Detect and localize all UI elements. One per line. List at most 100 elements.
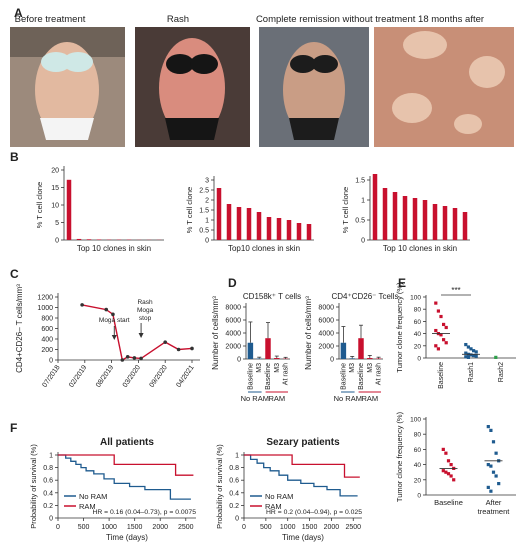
hazard-ratio: HR = 0.16 (0.04–0.73), p = 0.0075 xyxy=(92,509,196,516)
data-point xyxy=(436,309,440,313)
data-point xyxy=(489,489,493,493)
y-tick-label: 0 xyxy=(235,516,239,523)
y-tick-label: 6000 xyxy=(225,318,241,325)
y-axis-label: % T cell clone xyxy=(185,187,194,233)
x-tick-label: 2000 xyxy=(152,524,168,531)
x-tick-label: At rash xyxy=(283,363,290,385)
data-point xyxy=(466,345,470,349)
panel-letter-b: B xyxy=(10,150,19,164)
x-tick-label: 02/2019 xyxy=(68,364,88,389)
bar xyxy=(372,174,378,240)
data-point xyxy=(452,478,456,482)
x-tick-label: 04/2021 xyxy=(175,364,195,389)
arrow-head xyxy=(138,333,144,338)
data-point xyxy=(446,472,451,476)
y-tick-label: 0 xyxy=(417,493,421,500)
y-tick-label: 0 xyxy=(330,357,334,364)
bar xyxy=(340,342,347,359)
group-label: No RAM xyxy=(334,394,362,403)
group-label: No RAM xyxy=(241,394,269,403)
panel-letter-a: A xyxy=(14,6,23,20)
data-point xyxy=(434,328,438,333)
annotation-stop: stop xyxy=(139,315,152,322)
y-tick-label: 0 xyxy=(417,356,421,363)
x-tick-label: 1500 xyxy=(127,524,143,531)
y-tick-label: 400 xyxy=(41,337,53,344)
x-tick-label: Baseline xyxy=(358,363,365,390)
data-point xyxy=(466,355,470,359)
x-tick-label: 2500 xyxy=(178,524,194,531)
y-tick-label: 2.5 xyxy=(199,188,209,195)
data-point xyxy=(446,459,451,463)
bar xyxy=(442,206,448,240)
data-point xyxy=(439,333,443,337)
data-point xyxy=(486,463,490,467)
data-point xyxy=(464,351,468,355)
photo-label-before: Before treatment xyxy=(15,14,86,25)
y-tick-label: 600 xyxy=(41,326,53,333)
y-axis-label: % T cell clone xyxy=(35,182,44,228)
bar xyxy=(462,212,468,240)
data-point xyxy=(442,338,446,342)
bar xyxy=(306,224,312,240)
data-point xyxy=(139,356,143,361)
y-tick-label: 200 xyxy=(41,347,53,354)
y-tick-label: 3 xyxy=(205,178,209,185)
x-tick-label: Baseline xyxy=(247,363,254,390)
y-axis-label: Probability of survival (%) xyxy=(29,444,38,529)
bar xyxy=(422,200,428,240)
data-point xyxy=(494,474,498,478)
y-axis-label: Number of cells/mm³ xyxy=(304,296,313,370)
photo-remission xyxy=(259,27,369,147)
x-tick-label: Baseline xyxy=(265,363,272,390)
bar xyxy=(274,358,280,359)
x-tick-label: 07/2018 xyxy=(41,364,61,389)
y-axis-label: Number of cells/mm³ xyxy=(211,296,220,370)
y-tick-label: 1000 xyxy=(37,305,53,312)
bar xyxy=(256,212,262,240)
x-tick-label: 2500 xyxy=(345,524,361,531)
data-point xyxy=(444,341,448,345)
bar xyxy=(266,217,272,240)
data-point xyxy=(434,344,438,348)
data-point xyxy=(444,470,448,474)
y-axis-label: Probability of survival (%) xyxy=(215,444,224,529)
data-point xyxy=(163,340,167,344)
bar xyxy=(276,218,282,240)
data-point xyxy=(464,342,468,347)
bar xyxy=(226,204,232,240)
y-tick-label: 800 xyxy=(41,316,53,323)
chart-title: CD158k⁺ T cells xyxy=(243,292,301,301)
arrow-head xyxy=(111,335,117,340)
bar xyxy=(402,196,408,240)
y-tick-label: 100 xyxy=(410,417,421,424)
y-tick-label: 2000 xyxy=(225,344,241,351)
survival-curve xyxy=(244,454,360,478)
x-tick-label: 500 xyxy=(78,524,90,531)
bar xyxy=(216,188,222,240)
bar xyxy=(236,207,242,240)
x-tick-label: After xyxy=(486,498,502,507)
y-tick-label: 1 xyxy=(361,198,365,205)
x-tick-label: 500 xyxy=(260,524,272,531)
data-point xyxy=(494,451,498,455)
x-tick-label: Baseline xyxy=(340,363,347,390)
bar xyxy=(452,208,458,240)
x-axis-label: Top 10 clones in skin xyxy=(77,244,151,253)
y-tick-label: 0 xyxy=(55,238,59,245)
survival-curve xyxy=(244,454,358,497)
x-tick-label: Rash1 xyxy=(468,362,475,382)
y-tick-label: 20 xyxy=(414,343,422,350)
data-point xyxy=(486,425,490,429)
bar xyxy=(358,338,364,359)
data-point xyxy=(125,355,130,359)
y-tick-label: 40 xyxy=(414,331,422,338)
x-tick-label: 1000 xyxy=(280,524,296,531)
y-tick-label: 0.2 xyxy=(229,503,239,510)
y-tick-label: 60 xyxy=(414,319,422,326)
y-tick-label: 1 xyxy=(49,453,53,460)
data-point xyxy=(449,474,453,478)
y-tick-label: 1.5 xyxy=(199,208,209,215)
x-tick-label: 1500 xyxy=(302,524,318,531)
